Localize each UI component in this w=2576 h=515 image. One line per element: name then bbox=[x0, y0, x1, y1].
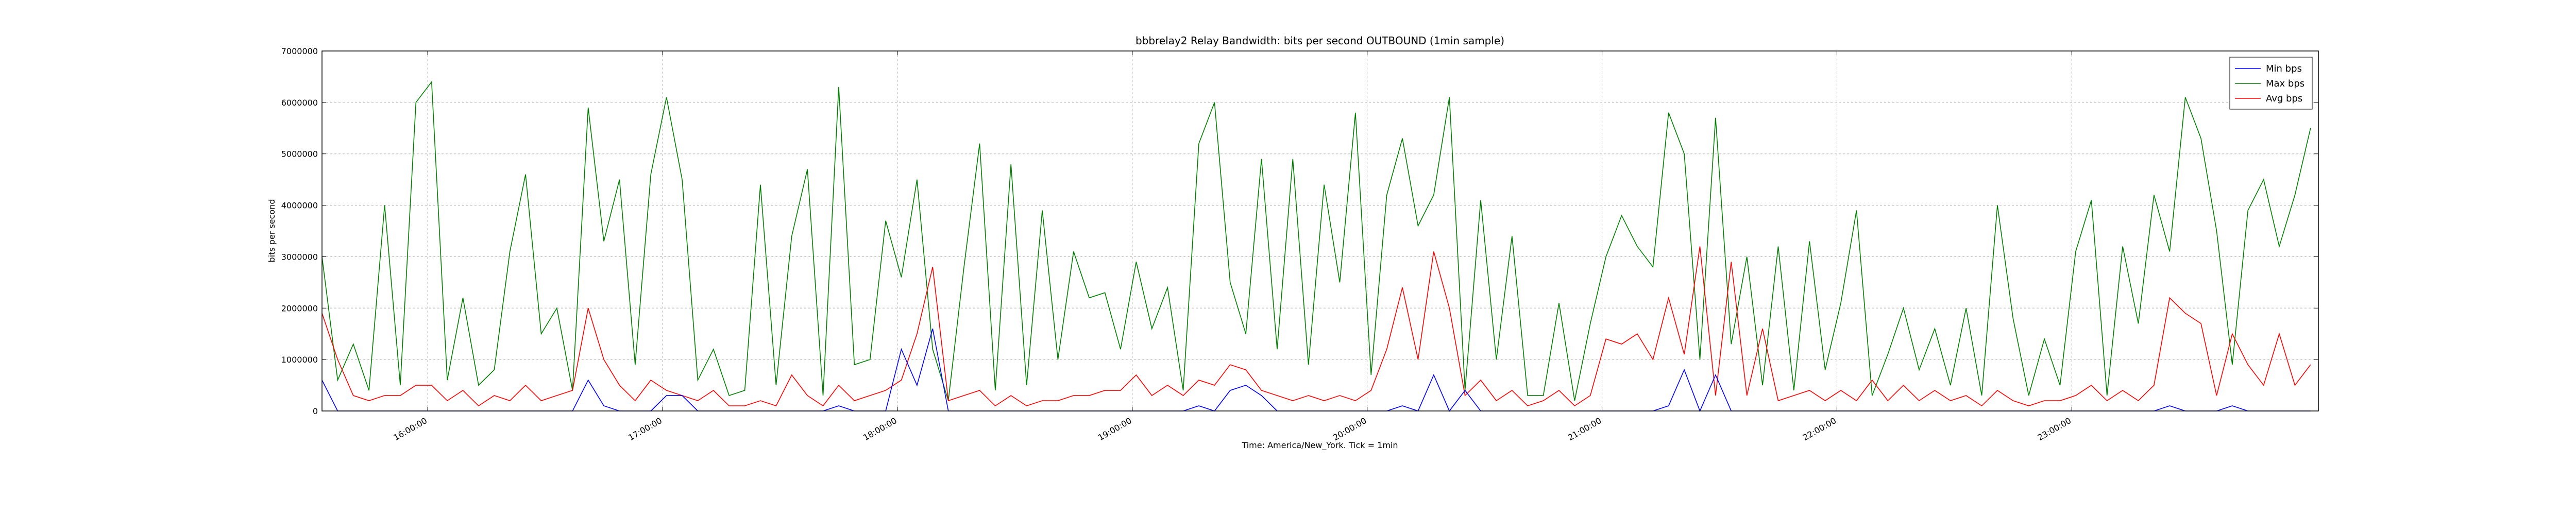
legend-label: Min bps bbox=[2266, 63, 2302, 74]
y-tick-label: 7000000 bbox=[281, 46, 318, 56]
y-tick-label: 6000000 bbox=[281, 98, 318, 108]
plot-frame bbox=[321, 50, 2319, 411]
y-tick-label: 1000000 bbox=[281, 355, 318, 365]
y-axis-label: bits per second bbox=[267, 199, 277, 262]
x-axis-label: Time: America/New_York. Tick = 1min bbox=[1241, 440, 1398, 451]
y-tick-label: 3000000 bbox=[281, 252, 318, 262]
y-tick-label: 2000000 bbox=[281, 303, 318, 313]
y-tick-label: 4000000 bbox=[281, 201, 318, 211]
legend-label: Avg bps bbox=[2266, 93, 2302, 104]
data-line bbox=[321, 80, 2311, 401]
data-line bbox=[321, 246, 2311, 407]
chart-title: bbbrelay2 Relay Bandwidth: bits per seco… bbox=[1136, 35, 1504, 47]
y-tick-label: 5000000 bbox=[281, 149, 318, 159]
legend-label: Max bps bbox=[2266, 78, 2304, 89]
y-tick-label: 0 bbox=[313, 406, 318, 416]
